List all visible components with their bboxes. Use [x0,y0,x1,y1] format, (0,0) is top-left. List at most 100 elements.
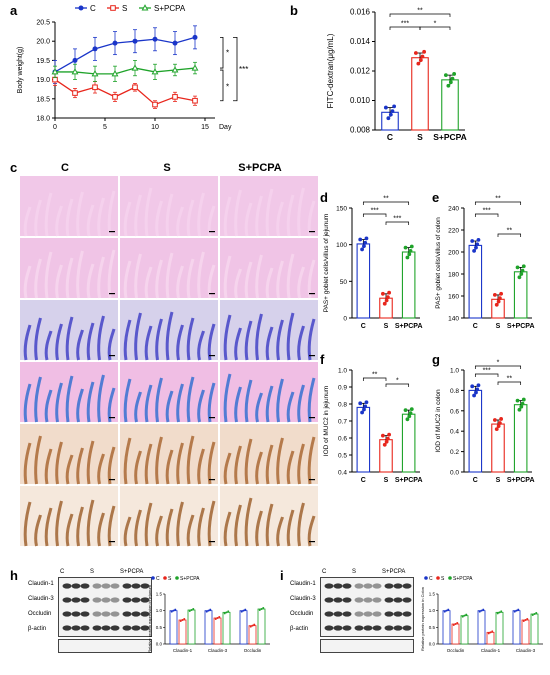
wb-band [393,625,403,631]
wb-band [71,625,81,631]
villus-structure [76,191,84,237]
wb-band [393,597,403,603]
y-tick-label: 1.0 [450,368,459,375]
villus-structure [276,319,284,361]
wb-band [92,583,102,589]
bar-C [468,244,483,319]
villus-structure [86,381,95,423]
scale-bar [309,293,315,295]
villus-structure [65,257,74,299]
y-tick-label: 0.8 [450,388,459,395]
sig-label: *** [401,21,409,28]
sig-bracket [362,213,387,217]
data-point [497,296,502,301]
data-point [524,619,527,621]
bar-C [169,610,178,645]
chart-g-muc2-colon: 0.0 0.2 0.4 0.6 0.8 1.0 IOD of MUC2 in colon C S… [435,360,535,485]
villus-structure [165,508,174,547]
villus-structure [234,268,242,299]
villus-structure [44,330,53,361]
data-point [408,411,413,416]
villus-structure [265,326,274,361]
villus-structure [107,328,116,361]
wb-band [92,597,102,603]
villus-structure [23,442,32,485]
data-point [496,612,499,615]
data-point [362,407,366,412]
data-point [413,51,418,55]
villus-structure [76,506,84,547]
wb-band [80,625,90,631]
data-point [244,608,247,611]
wb-band [363,597,373,603]
wb-bands [62,583,150,631]
wb-band [131,597,141,603]
data-point [474,245,478,250]
wb-band [92,625,102,631]
data-point [513,610,516,613]
chart-b-fitc-dextran: 0.008 0.010 0.012 0.014 0.016 FITC-dextran(μg… [326,8,467,143]
villus-structure [123,319,132,361]
wb-band [333,597,343,603]
data-point [249,625,252,628]
chart-a-body-weight: 18.0 18.5 19.0 19.5 20.0 20.5 0 5 10 15 Day Body we… [17,4,248,131]
y-tick-label: 0.6 [338,436,347,443]
villus-structure [186,435,195,485]
villus-structure [23,501,32,547]
wb-band [62,611,72,617]
data-point [209,608,212,611]
data-point [520,268,525,273]
bar-S [178,619,187,645]
villus-structure [34,317,42,361]
data-point [188,610,191,612]
villus-structure [107,190,116,237]
x-axis-label: Day [219,124,232,131]
data-point [521,264,526,269]
bar-C [442,610,451,645]
villus-structure [197,389,205,423]
villus-structure [207,264,216,299]
y-axis-label: PAS+ goblet cells/villus of jejunum [323,214,330,313]
villus-structure [176,501,184,547]
wb-band [333,611,343,617]
data-point [360,247,364,252]
x-tick-label: C [473,477,478,484]
data-point [72,90,78,96]
villus-structure [144,502,153,547]
sig-label: * [434,21,437,28]
x-tick-label: Occludin [244,648,262,653]
villus-structure [255,451,263,485]
scale-bar [309,417,315,419]
y-tick-label: 0.5 [156,625,163,630]
villus-structure [155,436,163,485]
bar-S+PCPA [513,404,528,473]
data-point [112,94,118,100]
data-point [258,609,261,611]
y-tick-label: 0.008 [350,126,371,135]
villus-structure [255,254,263,299]
y-tick-label: 140 [448,316,459,323]
scale-bar [309,479,315,481]
villus-structure [55,382,63,423]
wb-band [342,583,352,589]
data-point [360,410,364,415]
y-tick-label: 0.014 [350,37,371,46]
bar-S+PCPA [187,609,196,645]
data-point [496,299,501,304]
data-point [387,432,392,437]
y-tick-label: 20.0 [36,39,50,46]
villus-structure [65,375,74,423]
bar-S+PCPA [441,79,459,131]
bar-S+PCPA [495,611,504,645]
villus-structure [23,324,32,361]
data-point [526,618,529,620]
data-point [499,291,504,296]
bar-S+PCPA [401,413,416,473]
y-tick-label: 18.0 [36,116,50,123]
villus-structure [223,255,232,299]
data-point [152,101,158,108]
villus-structure [86,322,95,361]
legend-label-C: C [90,4,96,13]
data-point [448,80,453,85]
data-point [190,609,193,611]
